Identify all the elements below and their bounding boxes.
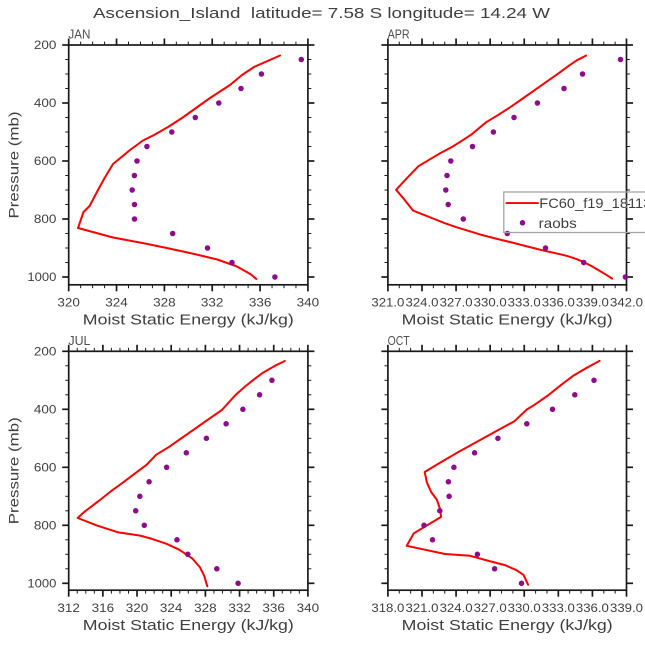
- svg-text:Ascension_Island latitude= 7.: Ascension_Island latitude= 7.58 S longit…: [93, 5, 551, 22]
- svg-text:1000: 1000: [27, 272, 56, 284]
- svg-text:332: 332: [201, 298, 224, 310]
- svg-text:327.0: 327.0: [440, 298, 473, 310]
- svg-text:324.0: 324.0: [440, 603, 473, 615]
- svg-text:336.0: 336.0: [542, 298, 575, 310]
- svg-text:336: 336: [262, 603, 285, 615]
- svg-text:raobs: raobs: [539, 215, 577, 231]
- svg-text:321.0: 321.0: [406, 603, 439, 615]
- svg-text:FC60_f19_18113: FC60_f19_18113: [539, 195, 645, 211]
- svg-text:Pressure (mb): Pressure (mb): [5, 112, 21, 219]
- svg-text:332: 332: [228, 603, 251, 615]
- svg-text:400: 400: [34, 98, 57, 110]
- svg-text:Moist Static Energy (kJ/kg): Moist Static Energy (kJ/kg): [83, 313, 294, 329]
- svg-text:JAN: JAN: [68, 27, 90, 42]
- svg-text:318.0: 318.0: [371, 603, 404, 615]
- svg-text:OCT: OCT: [388, 333, 410, 348]
- svg-text:Moist Static Energy (kJ/kg): Moist Static Energy (kJ/kg): [402, 313, 613, 329]
- svg-text:800: 800: [34, 214, 57, 226]
- svg-text:324.0: 324.0: [406, 298, 439, 310]
- svg-text:330.0: 330.0: [508, 603, 541, 615]
- svg-text:339.0: 339.0: [576, 298, 609, 310]
- svg-text:336: 336: [249, 298, 272, 310]
- svg-text:340: 340: [297, 298, 320, 310]
- svg-text:321.0: 321.0: [371, 298, 404, 310]
- svg-text:800: 800: [34, 521, 57, 533]
- svg-text:333.0: 333.0: [542, 603, 575, 615]
- svg-text:320: 320: [126, 603, 149, 615]
- svg-text:330.0: 330.0: [474, 298, 507, 310]
- svg-text:328: 328: [194, 603, 217, 615]
- svg-text:APR: APR: [388, 27, 410, 42]
- svg-text:328: 328: [153, 298, 176, 310]
- svg-text:340: 340: [297, 603, 320, 615]
- svg-text:400: 400: [34, 405, 57, 417]
- svg-text:342.0: 342.0: [610, 298, 643, 310]
- svg-text:324: 324: [105, 298, 128, 310]
- svg-text:Moist Static Energy (kJ/kg): Moist Static Energy (kJ/kg): [83, 618, 294, 634]
- svg-text:Pressure (mb): Pressure (mb): [5, 417, 21, 524]
- svg-text:600: 600: [34, 463, 57, 475]
- svg-text:1000: 1000: [27, 579, 56, 591]
- svg-text:336.0: 336.0: [576, 603, 609, 615]
- svg-text:327.0: 327.0: [474, 603, 507, 615]
- svg-text:200: 200: [34, 40, 57, 52]
- svg-text:339.0: 339.0: [610, 603, 643, 615]
- svg-text:200: 200: [34, 347, 57, 359]
- svg-text:320: 320: [57, 298, 80, 310]
- svg-text:333.0: 333.0: [508, 298, 541, 310]
- svg-text:JUL: JUL: [68, 333, 90, 348]
- svg-text:324: 324: [160, 603, 183, 615]
- svg-text:316: 316: [92, 603, 115, 615]
- svg-text:312: 312: [57, 603, 80, 615]
- svg-text:600: 600: [34, 156, 57, 168]
- svg-text:Moist Static Energy (kJ/kg): Moist Static Energy (kJ/kg): [402, 618, 613, 634]
